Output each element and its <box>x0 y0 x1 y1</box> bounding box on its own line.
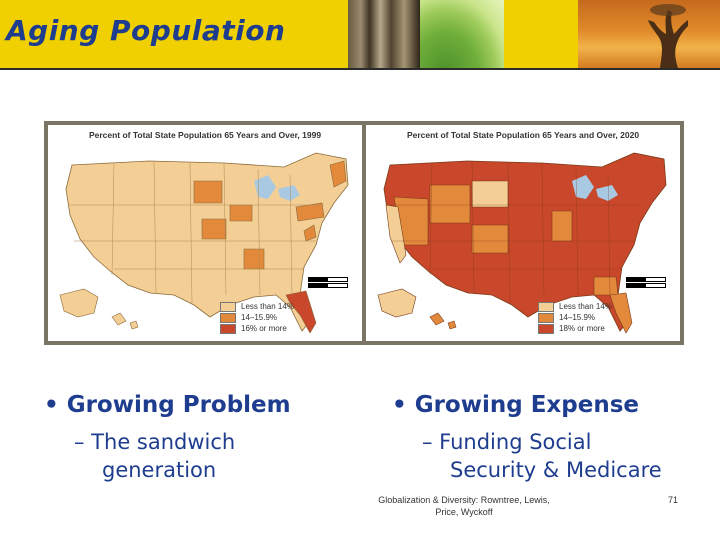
legend-label: Less than 14% <box>559 302 612 311</box>
sub-bullet-generation: generation <box>102 458 217 482</box>
footer-citation: Globalization & Diversity: Rowntree, Lew… <box>362 494 566 518</box>
legend-1999: Less than 14% 14–15.9% 16% or more <box>220 301 294 334</box>
tree-icon <box>648 4 688 68</box>
swatch-high <box>220 323 236 334</box>
sub-bullet-funding: – Funding Social <box>422 430 592 454</box>
map-2020: Percent of Total State Population 65 Yea… <box>366 125 680 341</box>
legend-label: 14–15.9% <box>559 313 596 322</box>
header-photo-columns <box>348 0 420 68</box>
sub-bullet-security: Security & Medicare <box>450 458 662 482</box>
bullet-growing-problem: • Growing Problem <box>44 392 291 418</box>
legend-label: 16% or more <box>241 324 287 333</box>
bullet-growing-expense: • Growing Expense <box>392 392 639 418</box>
legend-label: 14–15.9% <box>241 313 278 322</box>
header-photo-tree <box>578 0 720 68</box>
legend-label: 18% or more <box>559 324 605 333</box>
legend-item: Less than 14% <box>220 301 294 312</box>
us-map-1999 <box>59 152 349 334</box>
legend-label: Less than 14% <box>241 302 294 311</box>
scale-bar-2020 <box>626 277 666 289</box>
swatch-mid <box>220 312 236 323</box>
footer-line-2: Price, Wyckoff <box>435 507 493 517</box>
legend-item: 18% or more <box>538 323 612 334</box>
swatch-mid <box>538 312 554 323</box>
legend-item: 14–15.9% <box>220 312 294 323</box>
swatch-low <box>220 301 236 312</box>
map-2020-title: Percent of Total State Population 65 Yea… <box>406 130 640 140</box>
legend-item: 16% or more <box>220 323 294 334</box>
header-divider <box>0 68 720 70</box>
swatch-high <box>538 323 554 334</box>
page-number: 71 <box>668 495 679 505</box>
map-1999: Percent of Total State Population 65 Yea… <box>48 125 362 341</box>
footer-line-1: Globalization & Diversity: Rowntree, Lew… <box>378 495 550 505</box>
sub-bullet-sandwich: – The sandwich <box>74 430 236 454</box>
legend-item: Less than 14% <box>538 301 612 312</box>
slide-title: Aging Population <box>6 14 286 47</box>
map-1999-title: Percent of Total State Population 65 Yea… <box>88 130 322 140</box>
swatch-low <box>538 301 554 312</box>
legend-2020: Less than 14% 14–15.9% 18% or more <box>538 301 612 334</box>
scale-bar-1999 <box>308 277 348 289</box>
map-comparison-image: Percent of Total State Population 65 Yea… <box>44 121 684 345</box>
us-map-2020 <box>377 152 667 334</box>
legend-item: 14–15.9% <box>538 312 612 323</box>
header-photo-hills <box>420 0 504 68</box>
